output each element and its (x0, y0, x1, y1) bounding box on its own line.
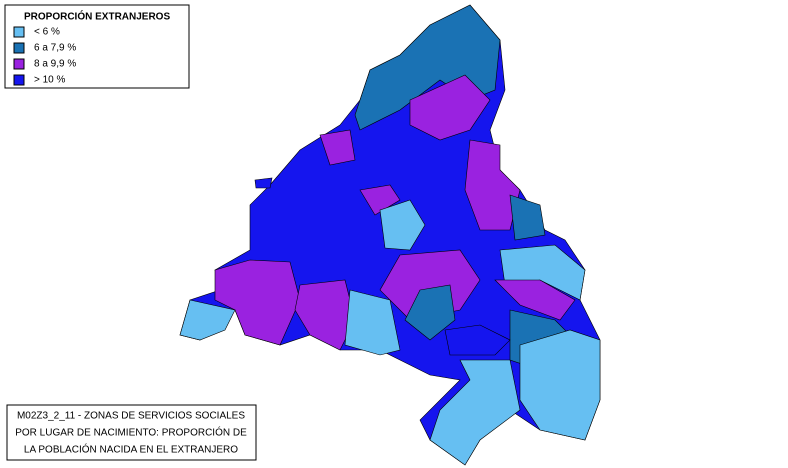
region (379, 249, 481, 321)
legend-items: < 6 % 6 a 7,9 % 8 a 9,9 % > 10 % (13, 26, 76, 86)
legend-swatch (13, 42, 25, 54)
region (359, 184, 401, 216)
legend-label: < 6 % (34, 27, 60, 38)
region (179, 299, 236, 341)
legend-swatch (13, 58, 25, 70)
legend-title: PROPORCIÓN EXTRANJEROS (24, 10, 170, 23)
region (379, 199, 426, 251)
legend-label: 8 a 9,9 % (34, 59, 76, 70)
caption-line: POR LUGAR DE NACIMIENTO: PROPORCIÓN DE (15, 426, 247, 439)
region (254, 177, 273, 189)
region (354, 4, 501, 131)
region (409, 74, 491, 141)
legend-box (4, 4, 190, 89)
legend-label: 6 a 7,9 % (34, 43, 76, 54)
region (404, 284, 456, 341)
region (519, 329, 601, 441)
regions (179, 4, 601, 466)
legend-swatch (13, 26, 25, 38)
region (444, 324, 511, 356)
region (214, 259, 301, 346)
region (494, 279, 576, 321)
caption-line: LA POBLACIÓN NACIDA EN EL EXTRANJERO (24, 443, 238, 456)
region (319, 129, 356, 166)
caption-box (6, 404, 257, 461)
caption-line: M02Z3_2_11 - ZONAS DE SERVICIOS SOCIALES (17, 411, 245, 422)
region (344, 289, 401, 356)
caption: M02Z3_2_11 - ZONAS DE SERVICIOS SOCIALES… (15, 411, 247, 456)
region (509, 194, 546, 241)
legend-label: > 10 % (34, 75, 66, 86)
region (294, 279, 356, 351)
legend-swatch (13, 74, 25, 86)
region (429, 359, 521, 466)
